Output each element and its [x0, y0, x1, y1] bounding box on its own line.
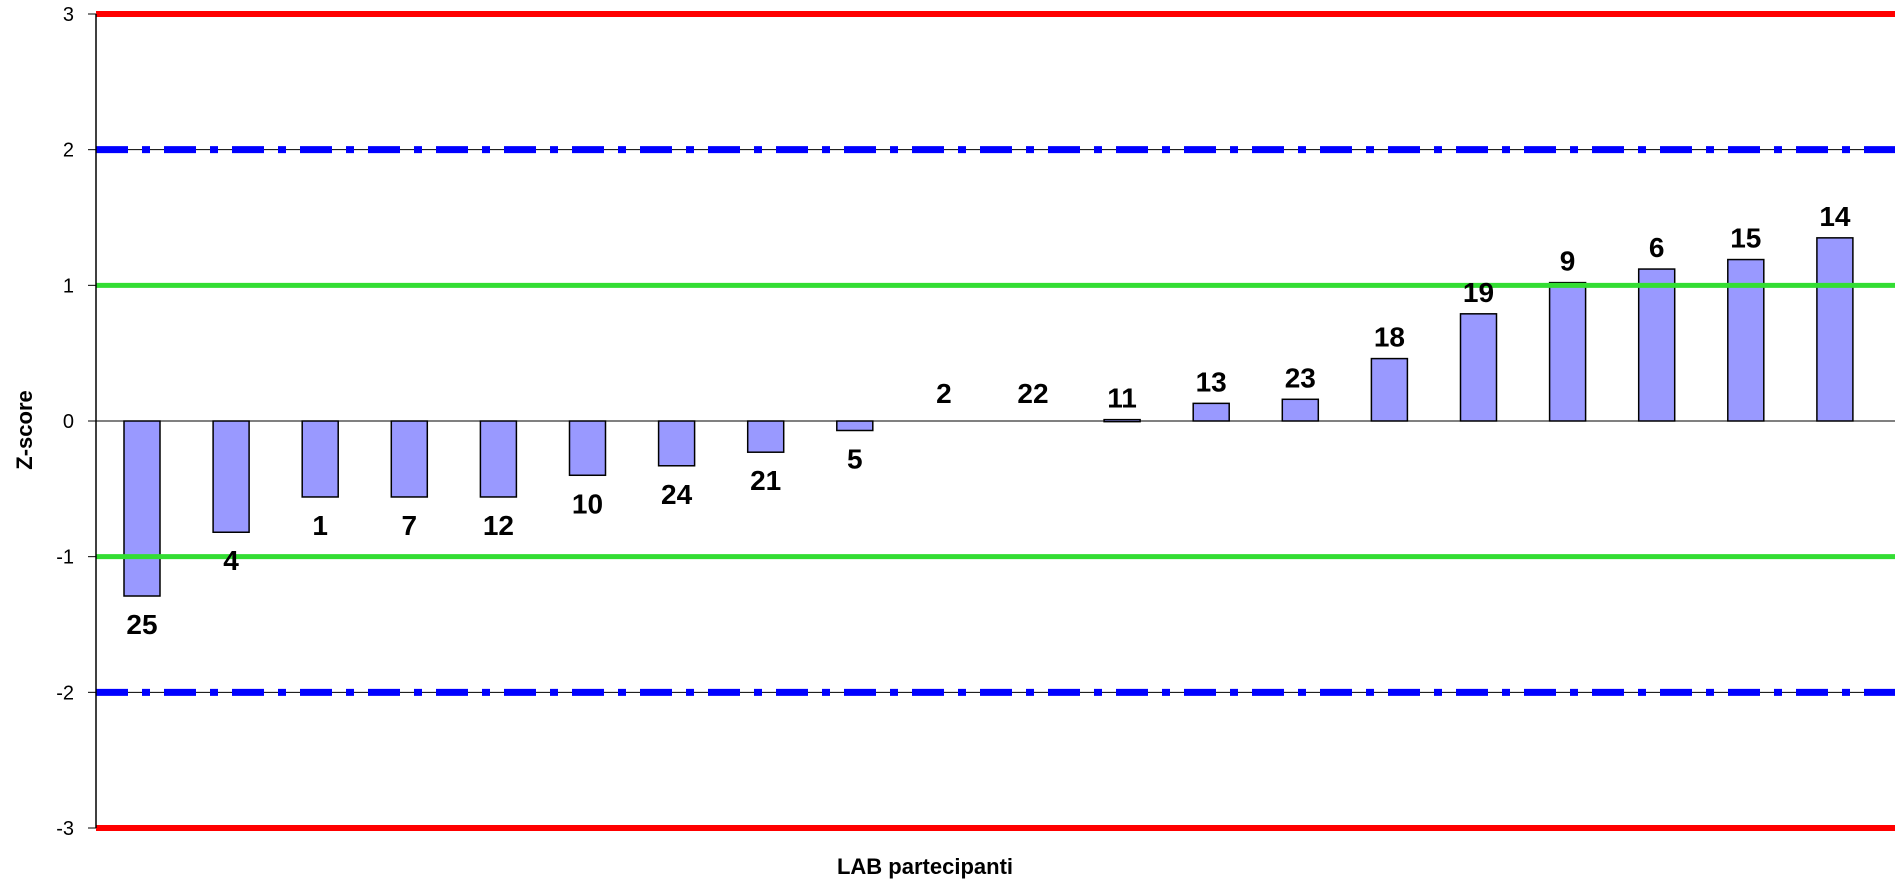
bar	[479, 420, 518, 498]
bar-label: 22	[1017, 378, 1048, 409]
x-axis-title: LAB partecipanti	[837, 854, 1013, 879]
bar-label: 23	[1285, 362, 1316, 393]
bar-label: 4	[223, 545, 239, 576]
bar-label: 11	[1107, 383, 1137, 414]
bar-label: 19	[1463, 277, 1494, 308]
bar-label: 12	[483, 510, 514, 541]
bar	[212, 420, 250, 533]
y-tick-label: -2	[56, 682, 74, 704]
bar	[1637, 268, 1676, 422]
bar	[123, 420, 161, 597]
grid-layer	[96, 13, 1895, 829]
reference-lines-layer	[96, 11, 1895, 831]
bar	[1816, 237, 1854, 422]
bar-label: 18	[1374, 322, 1405, 353]
bar	[1459, 313, 1498, 422]
y-tick-label: 0	[63, 411, 74, 433]
y-axis-title: Z-score	[12, 390, 37, 469]
bars-layer	[123, 237, 1854, 597]
y-tick-label: -1	[56, 547, 74, 569]
bar	[1548, 281, 1587, 422]
y-tick-label: 1	[63, 275, 74, 297]
y-tick-label: 3	[63, 4, 74, 26]
bar-label: 9	[1560, 246, 1576, 277]
bar-label: 24	[661, 479, 693, 510]
bar-label: 2	[936, 378, 952, 409]
bar-label: 25	[126, 609, 157, 640]
bar-label: 14	[1819, 201, 1851, 232]
bar-label: 7	[402, 510, 418, 541]
bar-label: 1	[312, 510, 328, 541]
axis-layer: 3 2 1 0 -1 -2 -3	[56, 4, 97, 840]
bar-label: 6	[1649, 232, 1665, 263]
bar-label: 10	[572, 488, 603, 519]
bar-label: 13	[1196, 366, 1227, 397]
bar	[1281, 398, 1320, 422]
bar	[390, 420, 429, 498]
y-tick-label: 2	[63, 140, 74, 162]
y-tick-label: -3	[56, 818, 74, 840]
bar	[746, 420, 785, 453]
bar-label: 5	[847, 443, 863, 474]
bar-label: 15	[1730, 223, 1761, 254]
bar	[1370, 357, 1409, 422]
bar	[657, 420, 696, 467]
bar	[568, 420, 607, 477]
bar	[836, 420, 874, 432]
bar	[301, 420, 339, 498]
bar	[1103, 418, 1141, 423]
bar	[1192, 402, 1230, 422]
bar-label: 21	[750, 465, 781, 496]
